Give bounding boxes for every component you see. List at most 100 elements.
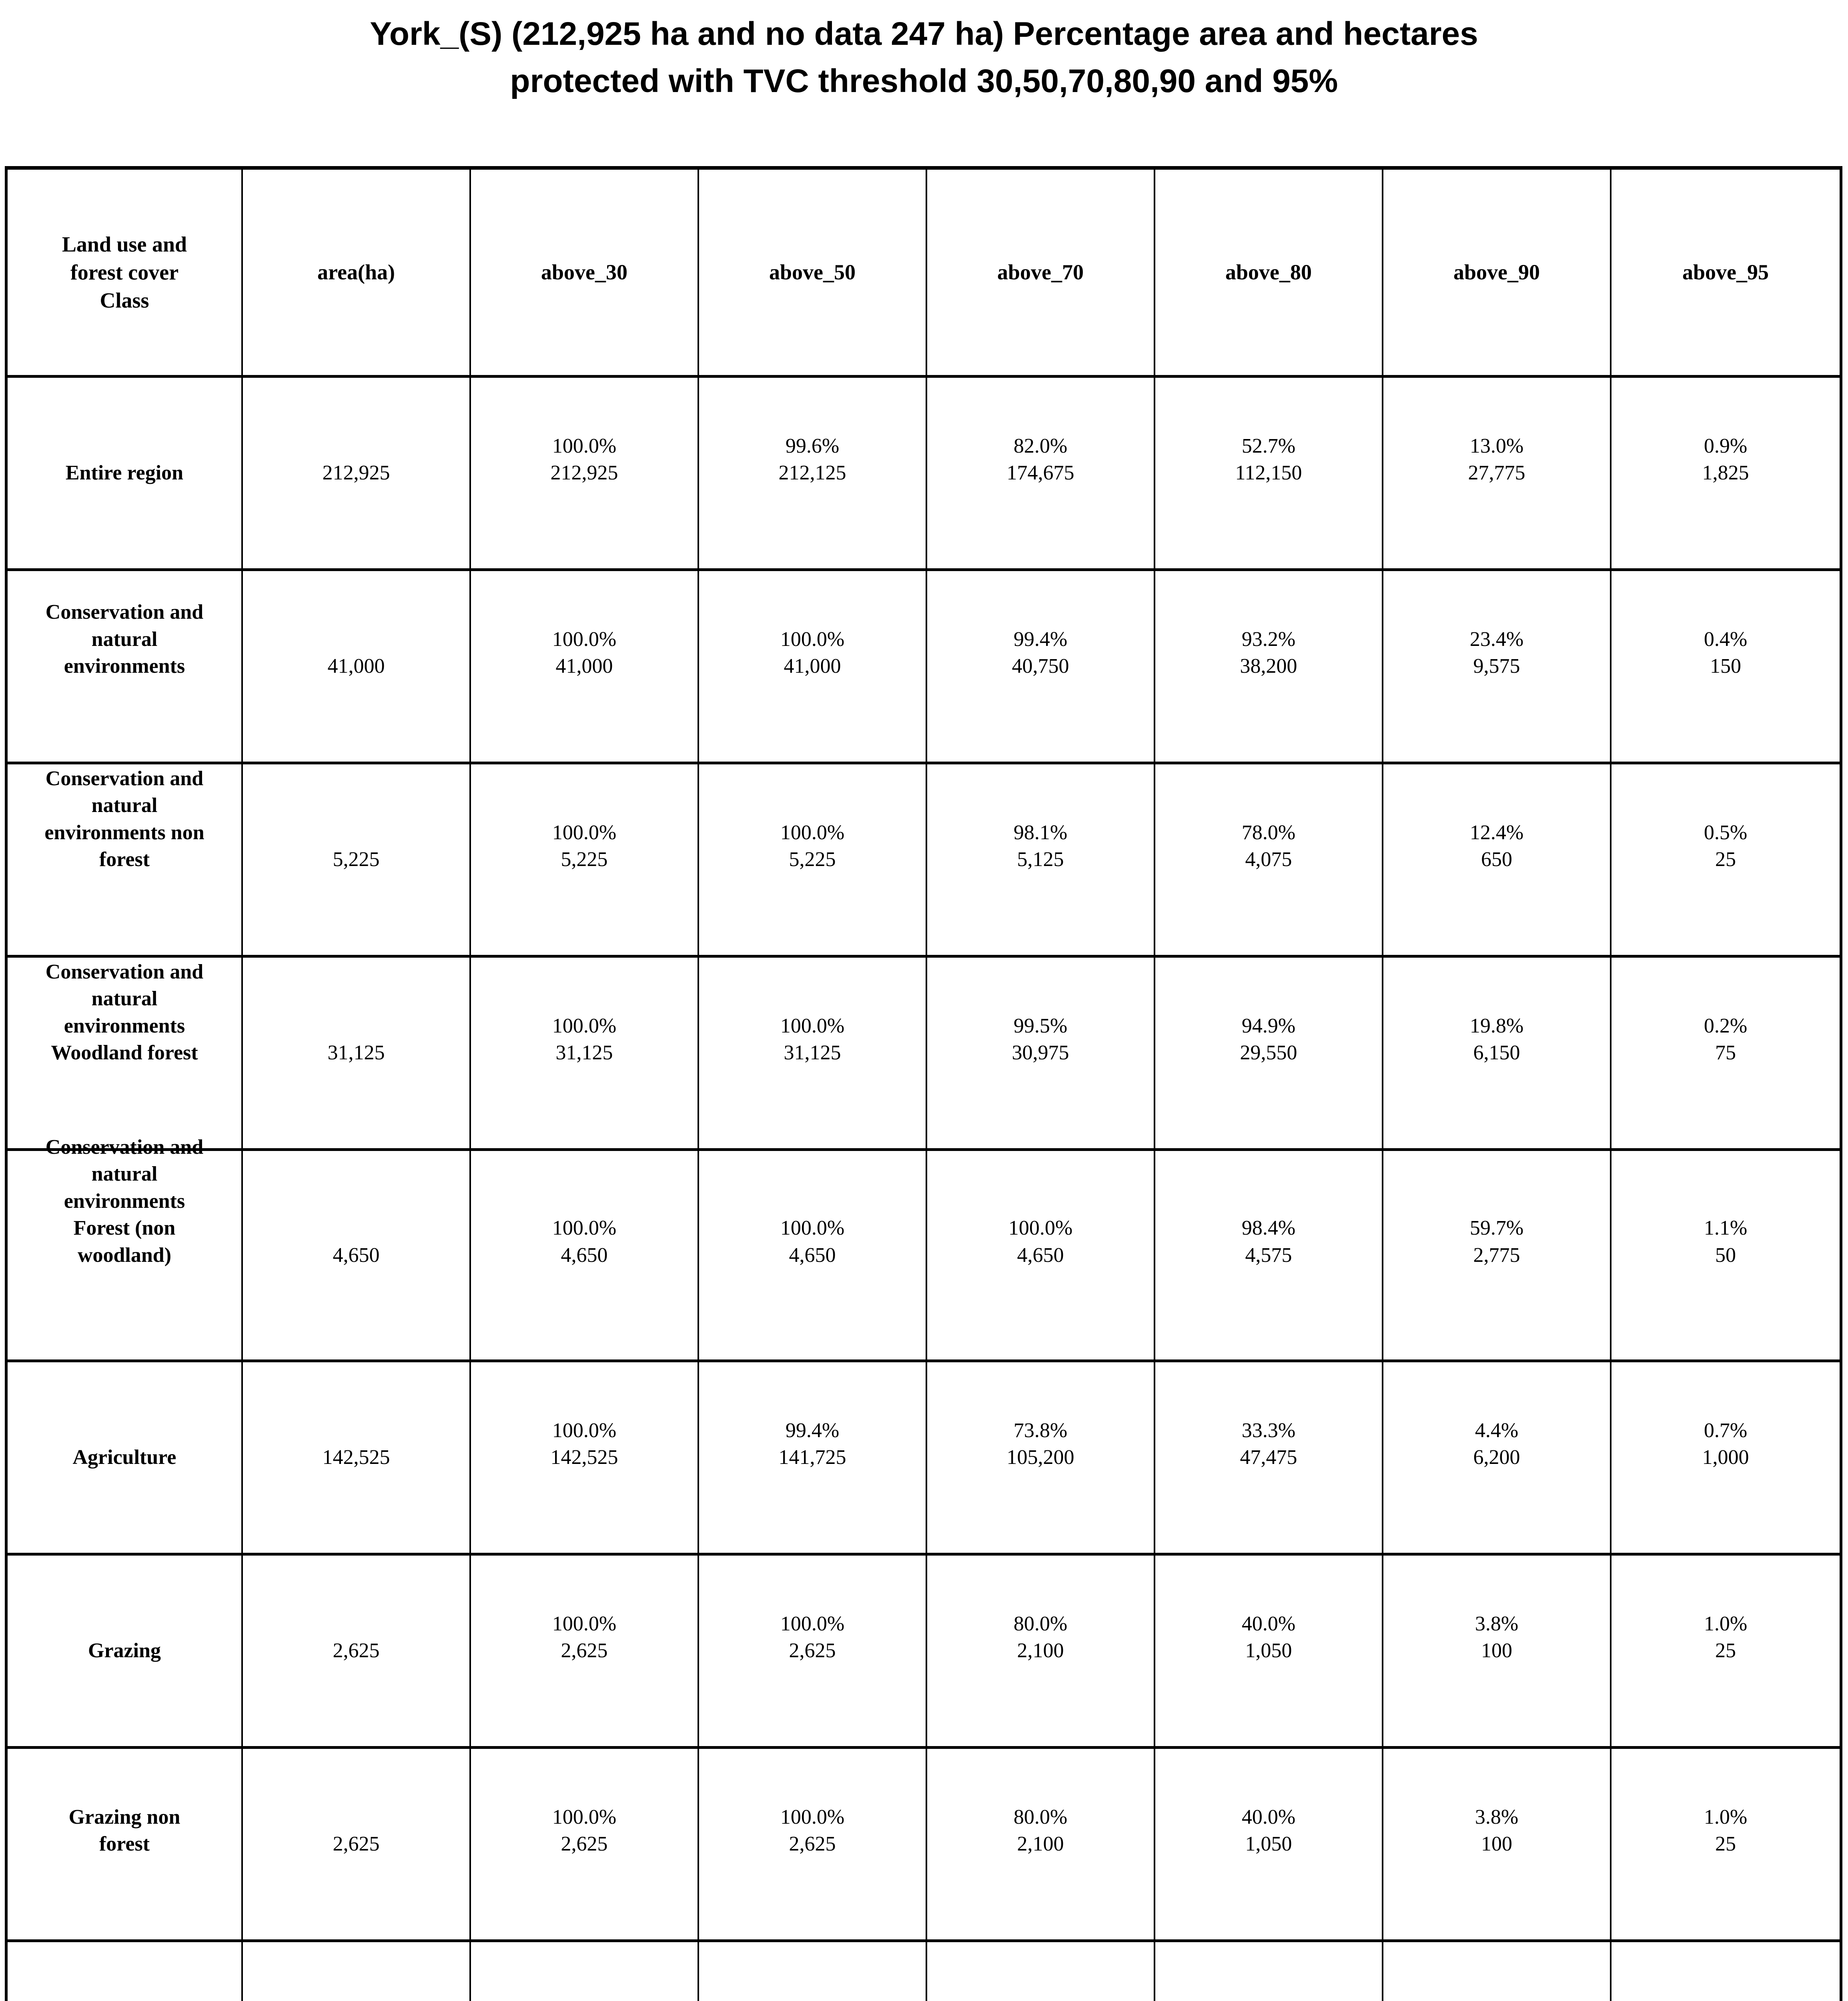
- data-cell: 100.0% 2,625: [699, 1556, 927, 1749]
- data-cell-text: 0.7% 975: [1614, 1997, 1837, 2001]
- data-cell: 100.0% 31,125: [699, 958, 927, 1151]
- data-cell-text: 100.0% 5,225: [780, 821, 845, 871]
- column-header-text: above_90: [1453, 260, 1540, 285]
- column-header-text: above_50: [769, 260, 856, 285]
- data-cell-text: 73.7% 103,100: [930, 1997, 1151, 2001]
- row-label: Agriculture: [8, 1362, 243, 1556]
- data-cell: 100.0% 5,225: [699, 764, 927, 958]
- column-header-text: above_70: [997, 260, 1084, 285]
- data-cell-text: 12.4% 650: [1469, 821, 1524, 871]
- data-cell: 19.8% 6,150: [1383, 958, 1611, 1151]
- data-cell: 3.8% 100: [1383, 1556, 1611, 1749]
- column-header: above_30: [471, 170, 699, 378]
- area-cell: 139,900: [243, 1942, 471, 2001]
- data-cell: 1.1% 50: [1611, 1151, 1840, 1362]
- data-cell-text: 0.7% 1,000: [1702, 1419, 1749, 1469]
- row-label-text: Entire region: [65, 461, 184, 485]
- data-cell-text: 100.0% 2,625: [780, 1612, 845, 1662]
- data-cell-text: 23.4% 9,575: [1469, 628, 1524, 678]
- data-cell: 100.0% 5,225: [471, 764, 699, 958]
- data-cell-text: 52.7% 112,150: [1235, 434, 1302, 485]
- area-cell: 212,925: [243, 378, 471, 571]
- data-cell-text: 98.1% 5,125: [1013, 821, 1068, 871]
- data-cell-text: 4.4% 6,200: [1473, 1419, 1520, 1469]
- data-cell: 1.0% 25: [1611, 1749, 1840, 1942]
- data-cell: 93.2% 38,200: [1155, 571, 1383, 764]
- data-cell: 12.4% 650: [1383, 764, 1611, 958]
- data-cell-text: 100.0% 142,525: [550, 1419, 618, 1469]
- data-cell-text: 1.1% 50: [1704, 1217, 1748, 1267]
- row-label: Conservation and natural environments no…: [8, 764, 243, 958]
- data-cell: 33.2% 46,425: [1155, 1942, 1383, 2001]
- data-cell-text: 100.0% 212,925: [550, 434, 618, 485]
- row-label-text: Conservation and natural environments: [45, 601, 204, 678]
- area-cell: 2,625: [243, 1556, 471, 1749]
- data-cell-text: 100.0% 31,125: [780, 1014, 845, 1065]
- data-cell-text: 40.0% 1,050: [1241, 1805, 1296, 1856]
- data-cell: 100.0% 4,650: [699, 1151, 927, 1362]
- column-header-class-text: Land use and forest cover Class: [62, 232, 187, 313]
- data-cell: 98.1% 5,125: [927, 764, 1155, 958]
- area-cell-text: 4,650: [333, 1243, 380, 1267]
- area-cell: 2,625: [243, 1749, 471, 1942]
- data-cell: 80.0% 2,100: [927, 1749, 1155, 1942]
- data-cell: 0.2% 75: [1611, 958, 1840, 1151]
- data-cell: 99.6% 212,125: [699, 378, 927, 571]
- data-cell-text: 0.5% 25: [1704, 821, 1748, 871]
- data-cell-text: 100.0% 4,650: [1008, 1217, 1073, 1267]
- row-label: Grazing non forest: [8, 1749, 243, 1942]
- column-header-text: above_30: [541, 260, 627, 285]
- data-cell: 100.0% 2,625: [699, 1749, 927, 1942]
- area-cell: 4,650: [243, 1151, 471, 1362]
- row-label: Entire region: [8, 378, 243, 571]
- data-cell: 0.5% 25: [1611, 764, 1840, 958]
- row-label-text: Conservation and natural environments no…: [44, 767, 204, 871]
- data-cell: 1.0% 25: [1611, 1556, 1840, 1749]
- data-cell-text: 40.0% 1,050: [1241, 1612, 1296, 1662]
- data-cell: 100.0% 139,900: [471, 1942, 699, 2001]
- row-label-text: Conservation and natural environments Fo…: [45, 1135, 204, 1267]
- data-cell-text: 100.0% 4,650: [780, 1217, 845, 1267]
- data-cell-text: 33.2% 46,425: [1158, 1997, 1379, 2001]
- data-cell: 0.4% 150: [1611, 571, 1840, 764]
- data-cell: 100.0% 41,000: [699, 571, 927, 764]
- data-cell-text: 99.4% 139,100: [702, 1997, 923, 2001]
- data-cell: 100.0% 2,625: [471, 1749, 699, 1942]
- row-label: Cropping: [8, 1942, 243, 2001]
- data-cell: 100.0% 41,000: [471, 571, 699, 764]
- data-cell-text: 94.9% 29,550: [1240, 1014, 1297, 1065]
- data-cell-text: 80.0% 2,100: [1013, 1805, 1068, 1856]
- column-header: above_70: [927, 170, 1155, 378]
- data-cell: 99.4% 141,725: [699, 1362, 927, 1556]
- row-label-text: Conservation and natural environments Wo…: [45, 960, 204, 1065]
- data-cell-text: 100.0% 2,625: [552, 1612, 617, 1662]
- data-cell-text: 4.4% 6,100: [1386, 1997, 1607, 2001]
- data-cell-text: 82.0% 174,675: [1006, 434, 1074, 485]
- row-label-text: Grazing non forest: [68, 1805, 180, 1856]
- data-cell-text: 80.0% 2,100: [1013, 1612, 1068, 1662]
- data-cell: 78.0% 4,075: [1155, 764, 1383, 958]
- data-cell: 23.4% 9,575: [1383, 571, 1611, 764]
- data-cell-text: 100.0% 2,625: [552, 1805, 617, 1856]
- area-cell-text: 2,625: [333, 1639, 380, 1662]
- area-cell: 41,000: [243, 571, 471, 764]
- column-header-class: Land use and forest cover Class: [8, 170, 243, 378]
- data-cell: 40.0% 1,050: [1155, 1556, 1383, 1749]
- data-cell-text: 0.2% 75: [1704, 1014, 1748, 1065]
- area-cell-text: 5,225: [333, 848, 380, 871]
- row-label: Grazing: [8, 1556, 243, 1749]
- data-cell: 4.4% 6,200: [1383, 1362, 1611, 1556]
- data-cell-text: 99.4% 40,750: [1012, 628, 1069, 678]
- area-cell: 142,525: [243, 1362, 471, 1556]
- area-cell-text: 212,925: [322, 461, 390, 485]
- data-cell: 40.0% 1,050: [1155, 1749, 1383, 1942]
- data-cell: 100.0% 4,650: [471, 1151, 699, 1362]
- data-table: Land use and forest cover Class area(ha)…: [5, 166, 1842, 2001]
- data-cell-text: 78.0% 4,075: [1241, 821, 1296, 871]
- column-header: above_80: [1155, 170, 1383, 378]
- data-cell-text: 100.0% 139,900: [473, 1997, 695, 2001]
- data-cell: 4.4% 6,100: [1383, 1942, 1611, 2001]
- area-cell-text: 41,000: [327, 655, 385, 678]
- area-cell-text: 31,125: [327, 1041, 385, 1065]
- data-cell: 3.8% 100: [1383, 1749, 1611, 1942]
